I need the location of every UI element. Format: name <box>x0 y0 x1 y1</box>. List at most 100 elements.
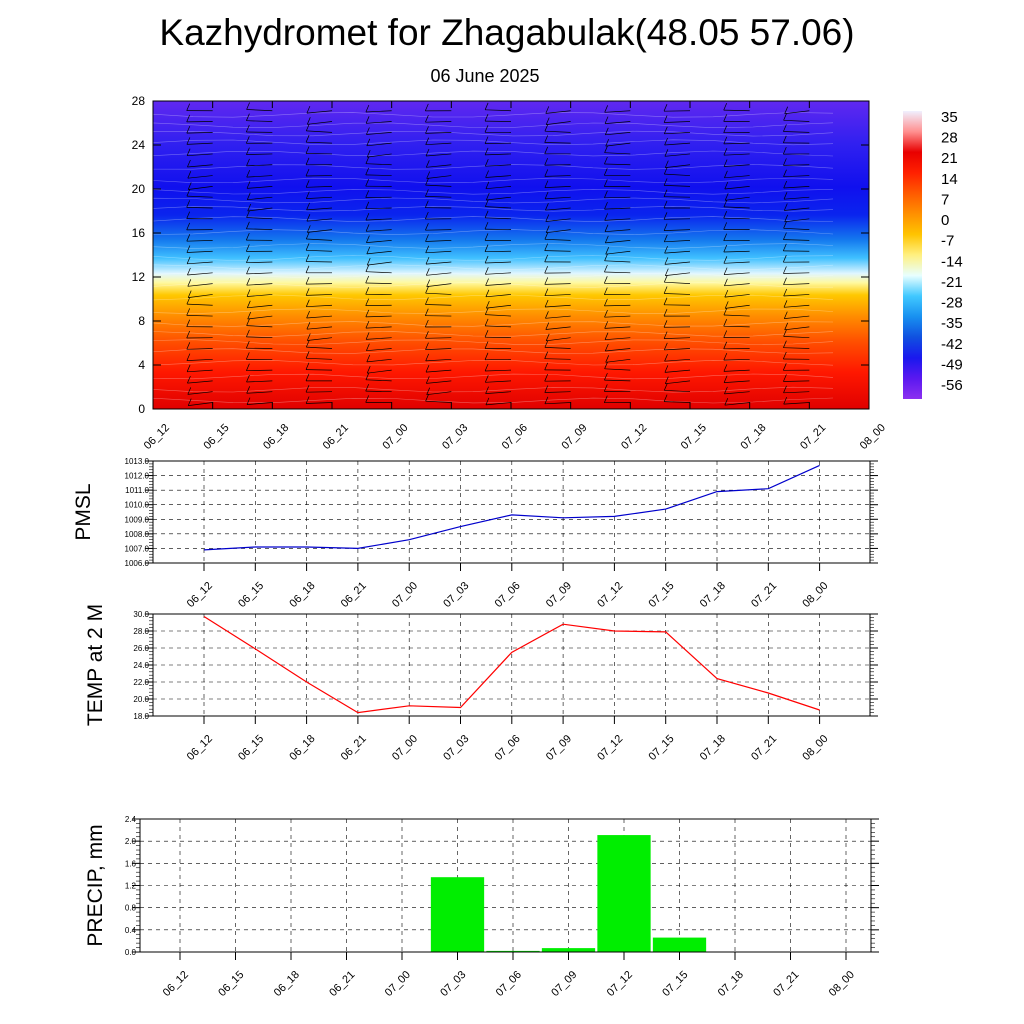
wind-barb <box>366 229 392 232</box>
wind-barb <box>246 120 273 122</box>
x-tick-label: 07_06 <box>493 580 523 610</box>
wind-barb-flag <box>783 374 787 382</box>
wind-barb <box>604 196 631 199</box>
wind-barb-flag <box>544 288 549 296</box>
wind-barb <box>187 380 213 384</box>
wind-barb <box>186 358 213 361</box>
wind-barb <box>664 358 691 362</box>
wind-barb-flag <box>245 124 250 133</box>
wind-barb-flag <box>544 340 549 348</box>
contour-line <box>152 122 834 129</box>
colorbar-label: -28 <box>941 295 963 312</box>
wind-barb-flag <box>485 170 489 178</box>
wind-barb-flag <box>306 117 311 125</box>
wind-barb-flag <box>724 181 729 190</box>
wind-barb-flag <box>604 264 608 273</box>
wind-barb-flag <box>603 395 608 403</box>
wind-barb-flag <box>365 264 370 272</box>
wind-barb-flag <box>604 361 608 369</box>
wind-barb-flag <box>186 234 191 242</box>
wind-barb-flag <box>782 255 787 263</box>
wind-barb-flag <box>783 288 788 297</box>
heatmap-field <box>153 101 869 409</box>
wind-barb <box>426 164 452 168</box>
wind-barb-flag <box>186 103 191 111</box>
wind-barb <box>605 358 631 363</box>
wind-barb-flag <box>663 342 668 351</box>
wind-barb-flag <box>186 148 191 156</box>
contour-line <box>152 294 834 301</box>
wind-barb <box>485 325 512 328</box>
wind-barb <box>783 272 810 274</box>
wind-barb-flag <box>663 286 668 294</box>
heatmap-y-tick-label: 4 <box>138 358 145 372</box>
wind-barb <box>544 186 571 188</box>
colorbar-label: 35 <box>941 109 958 126</box>
wind-barb-flag <box>723 102 728 111</box>
wind-barb <box>366 240 392 243</box>
wind-barb-flag <box>186 256 191 264</box>
precip-panel: 0.0 0.4 0.8 1.2 1.6 2.0 2.4 06_12 06_15 06_18 06_2… <box>84 815 879 999</box>
wind-barb-flag <box>365 298 370 306</box>
wind-barb <box>723 325 750 328</box>
wind-barb-flag <box>187 290 192 298</box>
wind-barb <box>664 348 691 351</box>
heatmap-x-tick-label: 06_21 <box>321 422 351 452</box>
wind-barb <box>366 250 392 255</box>
wind-barb <box>783 347 810 349</box>
wind-barb-flag <box>544 135 549 143</box>
heatmap-x-tick-label: 07_12 <box>619 422 649 452</box>
heatmap-x-tick-label: 06_15 <box>201 422 231 452</box>
wind-barb <box>306 402 333 404</box>
wind-barb-flag <box>245 352 250 360</box>
x-tick-label: 07_21 <box>771 969 801 999</box>
colorbar-label: -56 <box>941 377 963 394</box>
wind-barb-flag <box>246 363 250 371</box>
x-tick-label: 06_12 <box>185 733 215 763</box>
wind-barb-flag <box>245 244 250 252</box>
wind-barb <box>485 294 512 298</box>
wind-barb-flag <box>425 364 430 373</box>
contour-line <box>152 373 834 380</box>
wind-barb-flag <box>246 278 251 286</box>
wind-barb <box>485 369 512 372</box>
wind-barb-flag <box>186 364 191 372</box>
contour-line <box>152 339 834 345</box>
wind-barb <box>723 358 750 361</box>
wind-barb-flag <box>186 330 191 339</box>
wind-barb <box>723 217 750 220</box>
x-tick-label: 08_00 <box>800 733 830 763</box>
y-tick-label: 1008.0 <box>125 530 150 539</box>
wind-barb <box>665 380 691 385</box>
contour-line <box>152 130 834 137</box>
wind-barb <box>425 196 452 198</box>
wind-barb-flag <box>664 376 669 384</box>
x-tick-label: 06_12 <box>185 580 215 610</box>
wind-barb-flag <box>723 233 728 241</box>
colorbar-label: 28 <box>941 130 958 147</box>
wind-barb <box>783 119 810 122</box>
wind-barb-flag <box>424 200 429 208</box>
wind-barb <box>604 271 631 274</box>
wind-barb-flag <box>545 333 550 341</box>
wind-barb-flag <box>783 340 787 348</box>
wind-barb-flag <box>603 168 608 176</box>
wind-barb-flag <box>425 331 429 339</box>
wind-barb-flag <box>724 278 728 286</box>
wind-barb <box>544 142 571 144</box>
heatmap-x-tick-label: 07_03 <box>440 422 470 452</box>
x-tick-label: 07_09 <box>544 733 574 763</box>
wind-barb <box>307 337 333 341</box>
wind-barb-flag <box>305 254 310 262</box>
wind-barb-flag <box>604 372 608 381</box>
wind-barb <box>187 261 213 265</box>
wind-barb <box>723 261 750 264</box>
wind-barb-flag <box>187 279 192 287</box>
wind-barb <box>664 153 691 157</box>
wind-barb-flag <box>306 310 310 319</box>
contour-line <box>152 264 834 271</box>
wind-barb-flag <box>186 222 191 231</box>
wind-barb <box>306 130 333 133</box>
contour-line <box>152 397 834 404</box>
wind-barb-flag <box>187 387 192 395</box>
